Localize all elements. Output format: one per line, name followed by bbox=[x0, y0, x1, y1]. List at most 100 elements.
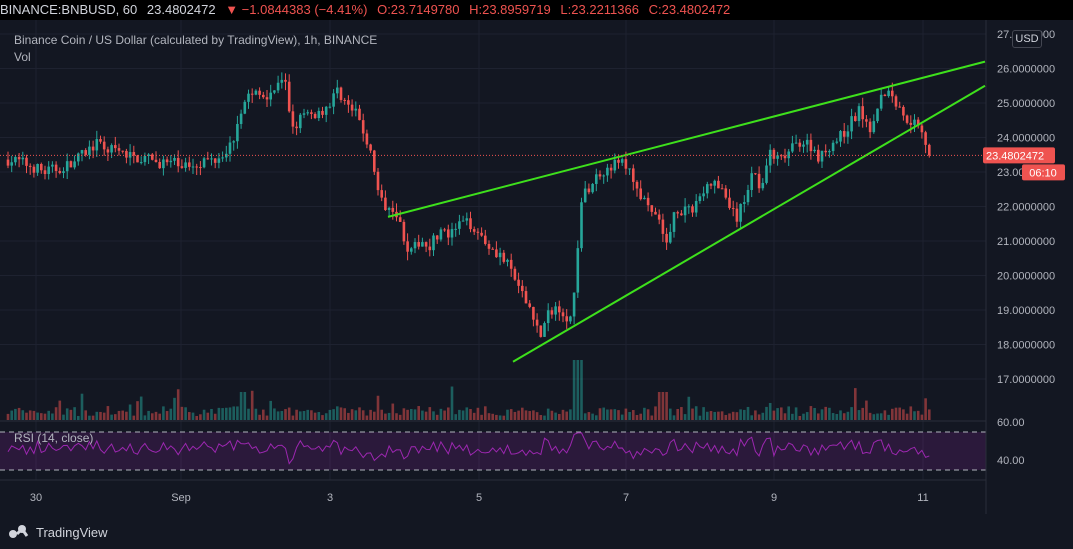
last-price-label: 23.4802472 bbox=[986, 150, 1044, 162]
volume-bar bbox=[273, 408, 276, 420]
candle-body bbox=[369, 144, 372, 151]
volume-bar bbox=[136, 401, 139, 420]
candle-body bbox=[210, 158, 213, 160]
candle-body bbox=[532, 306, 535, 320]
candle-body bbox=[865, 119, 868, 122]
volume-bar bbox=[535, 412, 539, 420]
candle-body bbox=[754, 173, 757, 175]
volume-bar bbox=[598, 408, 602, 420]
candle-body bbox=[868, 121, 872, 133]
volume-bar bbox=[502, 415, 506, 420]
candle-body bbox=[25, 157, 28, 166]
candle-body bbox=[291, 111, 295, 127]
volume-bar bbox=[417, 406, 420, 420]
volume-bar bbox=[225, 407, 228, 420]
volume-bar bbox=[54, 407, 58, 420]
candle-body bbox=[583, 188, 587, 203]
volume-bar bbox=[768, 402, 772, 420]
volume-bar bbox=[909, 406, 913, 420]
candle-body bbox=[546, 310, 550, 324]
symbol-name[interactable]: BINANCE:BNBUSD, 60 bbox=[0, 2, 138, 17]
volume-bar bbox=[824, 406, 827, 420]
candle-body bbox=[472, 229, 476, 232]
candle-body bbox=[617, 159, 620, 163]
volume-bar bbox=[802, 413, 805, 420]
volume-bar bbox=[613, 409, 617, 420]
candle-body bbox=[550, 310, 554, 315]
countdown-label: 06:10 bbox=[1029, 167, 1057, 179]
volume-bar bbox=[77, 415, 80, 420]
y-tick-label: 21.0000000 bbox=[997, 236, 1055, 248]
volume-bar bbox=[21, 410, 25, 420]
candle-body bbox=[102, 141, 106, 150]
trendlines bbox=[387, 60, 986, 363]
candle-body bbox=[332, 93, 335, 107]
x-tick-label: 3 bbox=[327, 492, 333, 504]
volume-bar bbox=[583, 413, 587, 420]
volume-bar bbox=[646, 409, 650, 420]
currency-badge[interactable]: USD bbox=[1012, 30, 1042, 48]
volume-bar bbox=[672, 415, 676, 420]
candle-body bbox=[780, 155, 783, 157]
volume-bar bbox=[210, 408, 213, 420]
rsi-line bbox=[7, 432, 930, 465]
price-chart[interactable]: 27.000000026.000000025.000000024.0000000… bbox=[0, 20, 1073, 515]
candle-body bbox=[413, 242, 417, 249]
volume-bar bbox=[206, 412, 210, 420]
volume-bar bbox=[428, 407, 432, 420]
volume-bar bbox=[476, 407, 480, 420]
volume-bar bbox=[180, 406, 184, 420]
candle-body bbox=[406, 241, 409, 252]
volume-bar bbox=[595, 415, 598, 420]
candle-body bbox=[643, 197, 646, 200]
x-tick-label: 11 bbox=[917, 492, 928, 504]
candle-body bbox=[65, 161, 69, 172]
candle-body bbox=[569, 316, 572, 322]
candle-body bbox=[302, 113, 306, 115]
candle-body bbox=[247, 93, 250, 102]
candle-body bbox=[262, 94, 265, 98]
candle-body bbox=[909, 122, 913, 125]
volume-bar bbox=[480, 414, 483, 420]
candle-body bbox=[173, 157, 176, 161]
volume-bar bbox=[80, 393, 84, 420]
candle-body bbox=[295, 126, 298, 129]
candle-body bbox=[680, 213, 683, 216]
brand-name: TradingView bbox=[36, 524, 108, 540]
volume-bar bbox=[820, 409, 824, 420]
volume-bar bbox=[787, 406, 790, 420]
candle-body bbox=[54, 164, 58, 171]
volume-bar bbox=[635, 415, 639, 420]
volume-bar bbox=[828, 407, 831, 420]
candle-body bbox=[743, 202, 746, 204]
candle-body bbox=[165, 159, 169, 163]
candle-body bbox=[454, 228, 457, 230]
candle-body bbox=[195, 166, 198, 168]
volume-bar bbox=[643, 407, 646, 420]
volume-bar bbox=[683, 414, 687, 420]
volume-bar bbox=[310, 410, 313, 420]
volume-bar bbox=[176, 389, 180, 420]
volume-bar bbox=[276, 411, 280, 420]
volume-bar bbox=[706, 411, 709, 420]
open-value: O:23.7149780 bbox=[377, 2, 460, 17]
candle-body bbox=[132, 152, 136, 156]
high-value: H:23.8959719 bbox=[469, 2, 551, 17]
candle-body bbox=[180, 166, 184, 168]
candle-body bbox=[861, 106, 864, 120]
candle-body bbox=[77, 153, 80, 162]
volume-bar bbox=[332, 409, 335, 420]
volume-bar bbox=[687, 396, 691, 420]
tradingview-logo[interactable]: TradingView bbox=[8, 522, 108, 542]
candle-body bbox=[14, 157, 17, 163]
candle-body bbox=[772, 149, 776, 159]
candle-body bbox=[158, 161, 161, 169]
volume-bar bbox=[491, 413, 494, 420]
candle-body bbox=[765, 165, 768, 183]
volume-bar bbox=[602, 407, 605, 420]
y-tick-label: 17.0000000 bbox=[997, 374, 1055, 386]
volume-bar bbox=[861, 407, 864, 420]
volume-bar bbox=[299, 411, 302, 420]
candle-body bbox=[276, 82, 280, 91]
volume-bar bbox=[102, 412, 106, 420]
